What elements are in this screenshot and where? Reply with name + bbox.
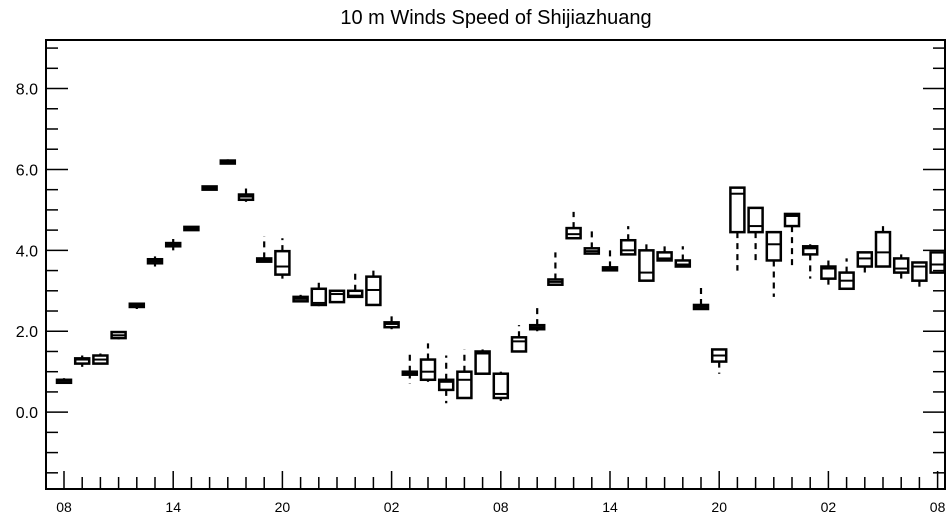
box-item <box>292 294 309 303</box>
box-item <box>783 212 801 269</box>
box-item <box>583 230 601 255</box>
box-item <box>328 289 346 304</box>
x-tick-label: 20 <box>275 499 291 515</box>
axis-layer: 0.0 2.0 4.0 6.0 8.0 08 14 20 02 08 14 20 02 08 <box>16 47 946 515</box>
box-item <box>310 278 328 307</box>
box-item <box>729 186 746 271</box>
box-item <box>692 286 710 311</box>
box-item <box>255 236 273 263</box>
box-item <box>747 206 764 265</box>
box-rect <box>638 249 655 282</box>
y-tick-label: 6.0 <box>16 162 38 179</box>
box-item <box>110 330 127 340</box>
box-rect <box>874 230 892 268</box>
box-rect <box>474 350 491 375</box>
box-item <box>365 266 382 307</box>
box-rect <box>656 251 673 262</box>
box-item <box>510 325 528 353</box>
x-tick-label: 02 <box>821 499 837 515</box>
box-item <box>547 252 564 286</box>
box-rect <box>765 230 783 262</box>
box-rect <box>892 257 910 274</box>
box-item <box>911 261 928 287</box>
x-tick-label: 14 <box>165 499 181 515</box>
box-item <box>710 348 728 374</box>
box-rect <box>820 265 837 280</box>
box-item <box>92 353 109 365</box>
box-item <box>892 254 910 279</box>
y-tick-label: 8.0 <box>16 82 38 99</box>
box-rect <box>437 378 455 392</box>
box-item <box>419 343 437 382</box>
box-item <box>146 256 164 267</box>
box-item <box>528 304 546 332</box>
box-item <box>164 239 182 251</box>
box-item <box>383 313 400 330</box>
box-item <box>929 251 946 274</box>
box-item <box>474 349 491 375</box>
box-rect <box>274 249 291 276</box>
y-tick-label: 2.0 <box>16 324 38 341</box>
box-item <box>201 185 218 191</box>
box-layer <box>55 159 946 404</box>
box-rect <box>911 261 928 282</box>
x-tick-label: 08 <box>493 499 509 515</box>
box-item <box>219 159 237 165</box>
x-tick-label: 14 <box>602 499 618 515</box>
box-rect <box>565 226 582 240</box>
box-rect <box>729 186 746 234</box>
box-item <box>765 230 783 297</box>
box-rect <box>929 251 946 274</box>
plot-frame <box>45 39 946 490</box>
box-item <box>456 349 473 400</box>
y-tick-label: 4.0 <box>16 243 38 260</box>
box-item <box>638 240 655 282</box>
box-item <box>128 302 146 309</box>
chart-title: 10 m Winds Speed of Shijiazhuang <box>340 7 651 29</box>
box-item <box>55 378 73 385</box>
box-rect <box>510 336 528 353</box>
box-rect <box>419 358 437 382</box>
box-item <box>838 258 855 291</box>
box-rect <box>346 289 364 299</box>
box-rect <box>73 357 91 365</box>
box-item <box>437 355 455 404</box>
box-rect <box>747 206 764 234</box>
box-rect <box>674 259 692 268</box>
box-item <box>492 371 510 401</box>
box-item <box>874 224 892 268</box>
x-tick-label: 20 <box>711 499 727 515</box>
box-item <box>656 244 673 262</box>
box-rect <box>801 245 819 256</box>
box-item <box>601 248 619 272</box>
box-item <box>346 272 364 299</box>
box-rect <box>328 289 346 304</box>
box-rect <box>310 287 328 307</box>
x-tick-label: 08 <box>56 499 72 515</box>
box-item <box>619 226 637 256</box>
box-item <box>565 211 582 240</box>
box-item <box>73 355 91 367</box>
y-tick-label: 0.0 <box>16 405 38 422</box>
box-item <box>856 251 874 277</box>
x-tick-label: 02 <box>384 499 400 515</box>
box-rect <box>456 370 473 400</box>
box-item <box>801 244 819 279</box>
box-rect <box>856 251 874 268</box>
box-item <box>401 351 419 384</box>
box-item <box>237 187 255 202</box>
box-item <box>183 225 200 232</box>
box-rect <box>492 372 510 400</box>
box-rect <box>783 212 801 228</box>
box-item <box>674 246 692 268</box>
box-item <box>274 238 291 279</box>
box-rect <box>619 238 637 256</box>
box-item <box>820 256 837 285</box>
x-tick-label: 08 <box>930 499 946 515</box>
